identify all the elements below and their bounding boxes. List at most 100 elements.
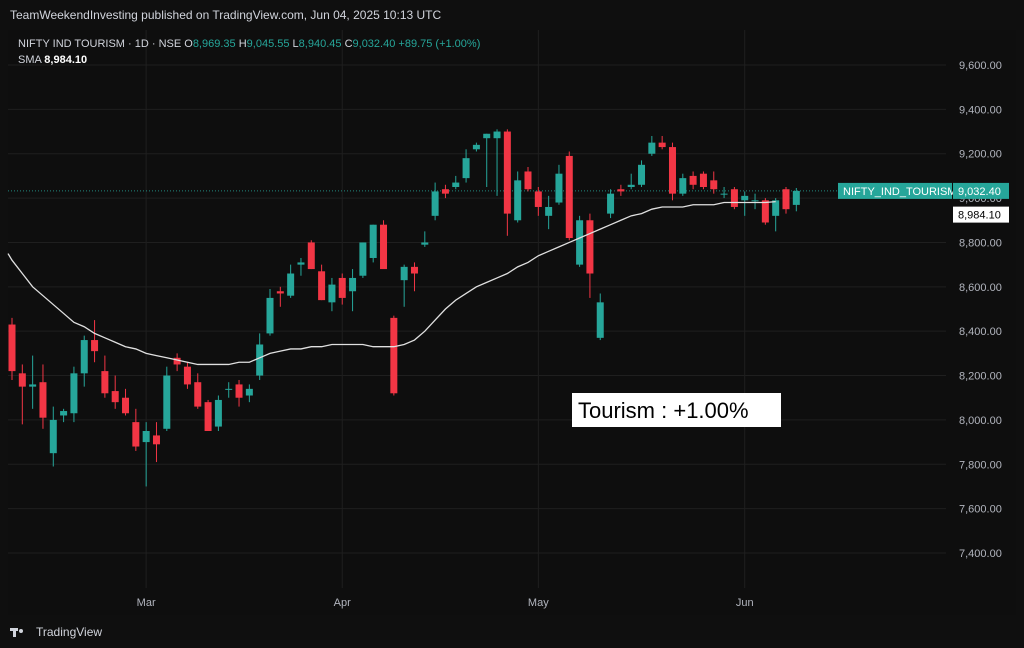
candle-body [555, 173, 563, 203]
candle-body [18, 373, 26, 387]
candle-body [761, 200, 769, 223]
candle-body [183, 366, 191, 385]
candle-body [730, 189, 738, 207]
candle-body [338, 277, 346, 298]
sma-line [7, 200, 776, 366]
candle-body [483, 133, 491, 139]
candle-body [638, 164, 646, 185]
y-tick-label: 8,000.00 [959, 415, 1002, 427]
y-tick-label: 7,400.00 [959, 548, 1002, 560]
legend-open-value: 8,969.35 [192, 38, 236, 50]
symbol-tag-label: NIFTY_IND_TOURISM [843, 186, 956, 198]
candle-body [586, 220, 594, 274]
candle-body [514, 180, 522, 221]
candle-body [720, 193, 728, 195]
candle-body [101, 371, 109, 394]
candle-body [49, 419, 57, 454]
price-tag [953, 182, 1009, 199]
y-tick-label: 7,600.00 [959, 504, 1002, 516]
candle-body [132, 422, 140, 447]
candle-body [8, 324, 16, 372]
candle-body [658, 142, 666, 148]
candle-body [29, 384, 37, 387]
candle-body [534, 191, 542, 207]
candle-body [596, 302, 604, 338]
candle-body [318, 271, 326, 301]
y-tick-label: 8,400.00 [959, 326, 1002, 338]
y-tick-label: 7,800.00 [959, 459, 1002, 471]
candle-body [204, 402, 212, 431]
legend-sma-label: SMA [18, 54, 42, 66]
candle-body [565, 155, 573, 239]
candle-body [441, 189, 449, 194]
candle-body [287, 273, 295, 296]
legend-high-label: H [238, 38, 247, 50]
annotation-box [572, 393, 781, 427]
candle-body [225, 388, 233, 390]
sma-tag-label: 8,984.10 [958, 210, 1001, 222]
price-tag-label: 9,032.40 [958, 186, 1001, 198]
candle-body [699, 173, 707, 187]
legend-open-label: O [184, 38, 193, 50]
y-tick-label: 8,800.00 [959, 237, 1002, 249]
sma-tag [953, 206, 1009, 223]
candle-body [163, 375, 171, 429]
candle-body [792, 190, 800, 205]
candle-body [328, 284, 336, 303]
candle-body [782, 189, 790, 210]
candle-body [80, 340, 88, 374]
footer-brand: TradingView [36, 625, 103, 639]
candle-body [60, 411, 68, 416]
candle-body [503, 131, 511, 214]
candle-body [710, 180, 718, 190]
legend-change: +89.75 (+1.00%) [398, 38, 481, 50]
candle-body [545, 206, 553, 216]
candle-body [741, 195, 749, 201]
candle-body [452, 182, 460, 187]
candle-body [648, 142, 656, 154]
legend-symbol: NIFTY IND TOURISM · 1D · NSE [18, 38, 182, 50]
candle-body [421, 242, 429, 245]
x-tick-label: Mar [137, 597, 156, 609]
candle-body [668, 147, 676, 194]
candle-body [266, 297, 274, 334]
published-caption: TeamWeekendInvesting published on Tradin… [10, 8, 442, 22]
candle-body [607, 193, 615, 214]
candle-body [462, 158, 470, 179]
candle-body [111, 391, 119, 403]
footer: TradingView [10, 622, 102, 642]
y-tick-label: 9,200.00 [959, 149, 1002, 161]
candle-body [493, 131, 501, 139]
candle-body [152, 435, 160, 445]
candle-body [772, 200, 780, 216]
tradingview-logo-icon [10, 626, 30, 638]
candle-body [297, 262, 305, 265]
top-bar: TeamWeekendInvesting published on Tradin… [0, 0, 1024, 30]
candle-body [524, 171, 532, 190]
candle-body [142, 431, 150, 443]
candle-body [122, 397, 130, 414]
candle-body [689, 175, 697, 185]
candle-body [627, 184, 635, 187]
x-tick-label: Apr [334, 597, 351, 609]
candle-body [400, 266, 408, 281]
candle-body [39, 382, 47, 418]
candle-body [91, 340, 99, 352]
candle-body [369, 224, 377, 258]
candle-body [235, 384, 243, 398]
candle-body [472, 144, 480, 150]
candle-body [194, 382, 202, 407]
candle-body [431, 191, 439, 216]
candle-body [349, 277, 357, 292]
candle-body [256, 344, 264, 376]
candle-body [359, 242, 367, 276]
candle-body [214, 399, 222, 427]
candle-body [276, 291, 284, 294]
y-tick-label: 8,200.00 [959, 371, 1002, 383]
x-tick-label: May [528, 597, 549, 609]
candle-body [751, 200, 759, 202]
y-tick-label: 9,400.00 [959, 104, 1002, 116]
chart-panel[interactable] [8, 30, 1016, 615]
candle-body [245, 388, 253, 396]
